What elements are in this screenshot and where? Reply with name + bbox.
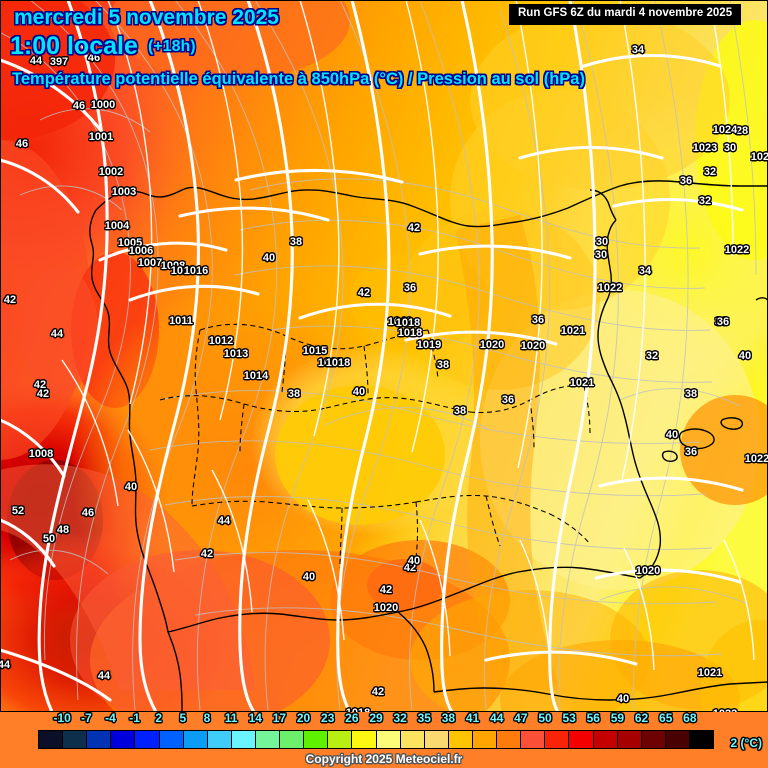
color-swatch: [328, 731, 353, 748]
color-swatch: [159, 731, 184, 748]
color-scale-tick: 8: [203, 711, 211, 725]
color-swatch: [304, 731, 329, 748]
forecast-time: 1:00 locale: [10, 32, 138, 60]
color-scale-tick: 38: [441, 711, 456, 725]
color-swatch: [593, 731, 618, 748]
color-scale-tick: 17: [272, 711, 287, 725]
map-canvas[interactable]: 44 397 46 46 46 34 28 30 36 32 36 38 40 42 36 42 30 30 32 3…: [0, 0, 768, 712]
color-scale-tick: 5: [179, 711, 187, 725]
forecast-date: mercredi 5 novembre 2025: [14, 6, 279, 29]
color-swatch: [63, 731, 88, 748]
forecast-step: (+18h): [148, 38, 196, 55]
color-swatch: [545, 731, 570, 748]
color-swatch: [497, 731, 522, 748]
color-scale-tick: 68: [683, 711, 697, 725]
color-scale-legend: 2 (°C) Copyright 2025 Meteociel.fr -10 -7…: [0, 711, 768, 768]
color-scale-tick: 50: [538, 711, 552, 725]
color-swatch: [569, 731, 594, 748]
color-swatch: [617, 731, 642, 748]
color-scale-tick: 62: [634, 711, 649, 725]
color-swatch: [231, 731, 256, 748]
parameter-title: Température potentielle équivalente à 85…: [12, 70, 585, 88]
color-scale-tick: -1: [129, 711, 140, 725]
color-scale-tick: 65: [659, 711, 673, 725]
color-scale-tick: 11: [224, 711, 238, 725]
color-scale-tick: -7: [80, 711, 92, 725]
color-swatch: [521, 731, 546, 748]
color-swatch: [87, 731, 112, 748]
map-raster: [0, 0, 768, 712]
color-scale-units: 2 (°C): [730, 736, 762, 750]
color-swatch: [472, 731, 498, 748]
color-swatch: [689, 731, 714, 748]
color-swatch: [135, 731, 160, 748]
color-scale-tick: 56: [586, 711, 600, 725]
color-swatch: [424, 731, 449, 748]
color-scale-tick: 35: [417, 711, 431, 725]
color-swatch: [111, 731, 136, 748]
color-swatch: [280, 731, 305, 748]
color-scale-tick: 32: [393, 711, 407, 725]
color-swatch: [448, 731, 473, 748]
color-scale-tick: 53: [562, 711, 576, 725]
color-scale-tick: 41: [465, 711, 480, 725]
color-swatch: [207, 731, 232, 748]
color-scale-tick: 47: [514, 711, 528, 725]
color-swatch: [255, 731, 281, 748]
color-swatch: [39, 731, 64, 748]
color-swatch: [641, 731, 666, 748]
color-scale-tick: -10: [53, 711, 71, 725]
color-scale-tick: 59: [610, 711, 625, 725]
color-scale-bar[interactable]: [38, 730, 714, 749]
color-swatch: [400, 731, 425, 748]
color-scale-tick: 29: [369, 711, 383, 725]
color-swatch: [183, 731, 208, 748]
color-scale-tick: 2: [155, 711, 163, 725]
color-scale-tick: -4: [105, 711, 116, 725]
color-scale-tick: 20: [296, 711, 311, 725]
color-swatch: [376, 731, 401, 748]
model-run-badge: Run GFS 6Z du mardi 4 novembre 2025: [509, 4, 742, 25]
color-swatch: [352, 731, 377, 748]
color-scale-tick: 26: [345, 711, 359, 725]
color-swatch: [665, 731, 690, 748]
color-scale-tick: 23: [321, 711, 335, 725]
color-scale-tick: 14: [248, 711, 262, 725]
copyright-notice: Copyright 2025 Meteociel.fr: [305, 752, 463, 766]
color-scale-tick: 44: [490, 711, 504, 725]
